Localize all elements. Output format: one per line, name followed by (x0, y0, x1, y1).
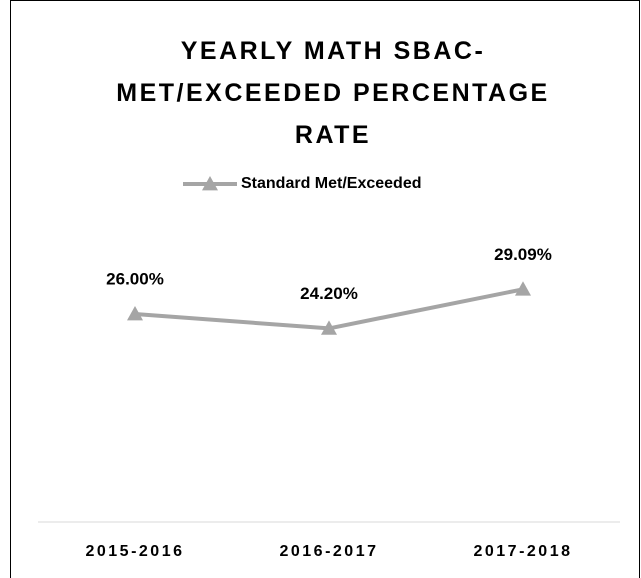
data-label: 26.00% (106, 269, 164, 288)
x-tick-label: 2016-2017 (279, 543, 378, 560)
chart-frame (10, 0, 640, 578)
chart-title: YEARLY MATH SBAC-MET/EXCEEDED PERCENTAGE… (116, 37, 550, 149)
point-marker (321, 320, 337, 335)
data-label: 24.20% (300, 284, 358, 303)
x-tick-label: 2015-2016 (85, 543, 184, 560)
legend-label: Standard Met/Exceeded (241, 175, 422, 192)
point-marker (515, 281, 531, 296)
legend-marker (202, 176, 218, 191)
point-marker (127, 306, 143, 321)
data-label: 29.09% (494, 245, 552, 264)
x-tick-label: 2017-2018 (473, 543, 572, 560)
